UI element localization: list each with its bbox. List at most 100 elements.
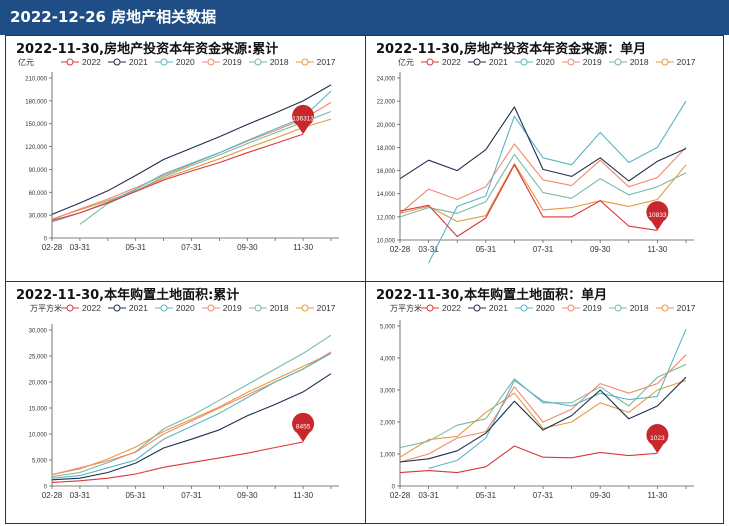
legend-item-2020[interactable]: 2020 [514, 302, 555, 314]
legend-item-2018[interactable]: 2018 [608, 302, 649, 314]
legend-label: 2021 [128, 57, 148, 67]
annotation-pin-icon [646, 201, 669, 231]
legend-item-2018[interactable]: 2018 [248, 302, 289, 314]
legend-marker-icon [655, 304, 674, 312]
annotation-label: 136313 [292, 116, 314, 123]
series-line-2019 [399, 143, 687, 214]
legend-label: 2017 [316, 303, 336, 313]
chart-plot: 0 30,000 60,000 90,000 120,000 150,000 180,000… [25, 72, 339, 252]
legend-item-2019[interactable]: 2019 [201, 56, 242, 68]
series-line-2019 [51, 351, 332, 476]
legend-item-2020[interactable]: 2020 [154, 56, 195, 68]
legend-marker-icon [514, 58, 533, 66]
series-line-2021 [51, 84, 332, 215]
legend-marker-icon [201, 58, 220, 66]
x-tick-label: 05-31 [125, 491, 146, 500]
chart-legend[interactable]: 2022 2021 2020 2019 2018 2017 [61, 56, 336, 68]
legend-item-2019[interactable]: 2019 [201, 302, 242, 314]
series-line-2017 [51, 352, 332, 476]
legend-item-2018[interactable]: 2018 [248, 56, 289, 68]
x-tick-label: 02-28 [42, 243, 63, 252]
chart-title: 2022-11-30,房地产投资本年资金来源：单月 [376, 42, 647, 57]
legend-item-2019[interactable]: 2019 [561, 302, 602, 314]
x-tick-label: 11-30 [647, 491, 667, 500]
legend-item-2022[interactable]: 2022 [421, 56, 461, 68]
legend-marker-icon [61, 304, 79, 312]
legend-label: 2019 [222, 303, 242, 313]
legend-item-2021[interactable]: 2021 [467, 302, 508, 314]
legend-label: 2020 [175, 303, 195, 313]
chart-title: 2022-11-30,本年购置土地面积：单月 [376, 288, 608, 303]
legend-marker-icon [295, 304, 314, 312]
x-tick-label: 09-30 [590, 245, 611, 254]
legend-marker-icon [248, 304, 267, 312]
legend-item-2021[interactable]: 2021 [467, 56, 508, 68]
y-tick-label: 4,000 [380, 357, 396, 363]
series-line-2017 [51, 118, 332, 220]
legend-marker-icon [107, 304, 126, 312]
y-axis-unit: 亿元 [18, 58, 34, 67]
legend-item-2020[interactable]: 2020 [514, 56, 555, 68]
legend-marker-icon [421, 304, 439, 312]
x-tick-label: 02-28 [42, 491, 63, 500]
x-tick-label: 09-30 [237, 243, 258, 252]
series-line-2021 [51, 373, 332, 481]
legend-item-2017[interactable]: 2017 [295, 302, 336, 314]
series-line-2021 [399, 106, 687, 182]
legend-item-2021[interactable]: 2021 [107, 302, 148, 314]
legend-item-2017[interactable]: 2017 [655, 56, 696, 68]
series-line-2018 [399, 363, 687, 449]
x-tick-label: 03-31 [70, 243, 91, 252]
series-line-2017 [399, 163, 687, 223]
legend-item-2018[interactable]: 2018 [608, 56, 649, 68]
series-line-2017 [399, 379, 687, 458]
y-tick-label: 120,000 [25, 145, 47, 151]
series-line-2021 [399, 376, 687, 463]
legend-item-2017[interactable]: 2017 [655, 302, 696, 314]
x-tick-label: 11-30 [647, 245, 667, 254]
y-tick-label: 2,000 [380, 421, 396, 427]
legend-item-2022[interactable]: 2022 [61, 302, 101, 314]
legend-item-2017[interactable]: 2017 [295, 56, 336, 68]
vertical-divider [365, 35, 366, 524]
series-line-2019 [51, 101, 332, 221]
annotation-label: 8455 [296, 424, 311, 431]
chart-legend[interactable]: 2022 2021 2020 2019 2018 2017 [421, 302, 696, 314]
x-tick-label: 07-31 [181, 491, 202, 500]
legend-label: 2022 [442, 303, 461, 313]
y-tick-label: 18,000 [377, 146, 396, 152]
legend-marker-icon [154, 304, 173, 312]
y-tick-label: 10,000 [377, 239, 396, 245]
y-tick-label: 22,000 [377, 100, 396, 106]
legend-item-2021[interactable]: 2021 [107, 56, 148, 68]
legend-item-2020[interactable]: 2020 [154, 302, 195, 314]
chart-legend[interactable]: 2022 2021 2020 2019 2018 2017 [421, 56, 696, 68]
legend-item-2022[interactable]: 2022 [61, 56, 101, 68]
x-tick-label: 03-31 [70, 491, 91, 500]
series-line-2019 [399, 354, 687, 463]
chart-plot: 10,000 12,000 14,000 16,000 18,000 20,000 22,0… [377, 72, 694, 264]
series-line-2022 [51, 133, 304, 222]
chart-panel-fund-cumulative: 2022-11-30,房地产投资本年资金来源:累计 亿元 2022 2021 202… [6, 36, 364, 280]
y-tick-label: 0 [392, 485, 396, 491]
series-line-2020 [51, 90, 332, 223]
legend-item-2019[interactable]: 2019 [561, 56, 602, 68]
legend-label: 2019 [222, 57, 242, 67]
x-tick-label: 03-31 [418, 245, 439, 254]
legend-marker-icon [467, 304, 486, 312]
legend-marker-icon [467, 58, 486, 66]
series-line-2022 [399, 445, 658, 474]
legend-item-2022[interactable]: 2022 [421, 302, 461, 314]
legend-label: 2019 [582, 57, 602, 67]
legend-marker-icon [421, 58, 439, 66]
y-tick-label: 5,000 [32, 459, 48, 465]
y-tick-label: 20,000 [29, 381, 48, 387]
legend-marker-icon [154, 58, 173, 66]
series-line-2020 [51, 352, 332, 479]
legend-label: 2020 [175, 57, 195, 67]
chart-legend[interactable]: 2022 2021 2020 2019 2018 2017 [61, 302, 336, 314]
series-line-2020 [428, 100, 687, 264]
y-tick-label: 30,000 [29, 214, 48, 220]
legend-label: 2017 [676, 303, 696, 313]
legend-label: 2018 [629, 57, 649, 67]
